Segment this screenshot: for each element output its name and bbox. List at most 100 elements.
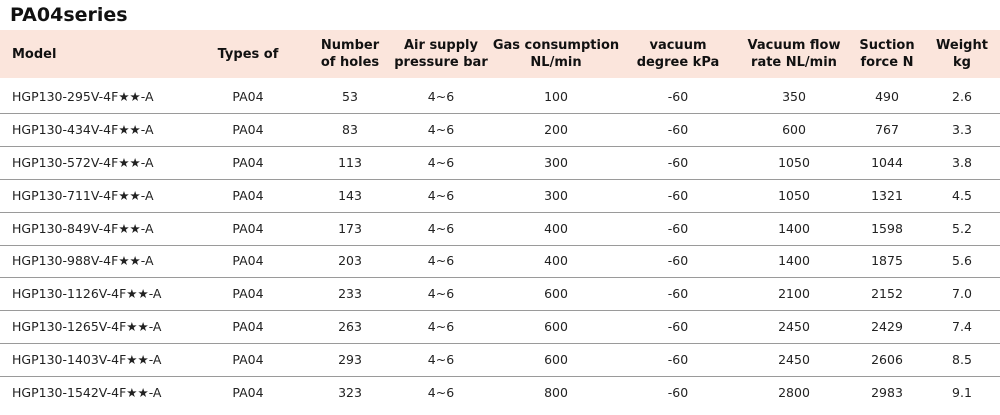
header-band: [0, 30, 1000, 78]
table-cell: PA04: [232, 286, 264, 302]
row-divider: [0, 145, 1000, 147]
table-cell: 293: [338, 352, 362, 368]
table-cell: -60: [667, 187, 689, 203]
table-cell: -60: [667, 352, 689, 368]
table-cell: 113: [338, 154, 362, 170]
table-cell: 400: [544, 253, 568, 269]
table-cell: -60: [667, 121, 689, 137]
table-cell: HGP130-988V-4F★★-A: [12, 253, 154, 269]
table-cell: PA04: [232, 121, 264, 137]
table-cell: 1050: [778, 154, 810, 170]
table-cell: HGP130-1126V-4F★★-A: [12, 286, 162, 302]
table-cell: HGP130-1542V-4F★★-A: [12, 385, 162, 401]
row-divider: [0, 211, 1000, 213]
table-cell: 2.6: [952, 88, 972, 104]
table-cell: 4~6: [427, 286, 455, 302]
table-cell: -60: [667, 319, 689, 335]
table-cell: 2450: [778, 352, 810, 368]
table-cell: -60: [667, 253, 689, 269]
header-cell: Number of holes: [320, 38, 380, 70]
table-cell: -60: [667, 286, 689, 302]
table-cell: 600: [544, 286, 568, 302]
table-cell: HGP130-434V-4F★★-A: [12, 121, 154, 137]
table-cell: 143: [338, 187, 362, 203]
table-cell: 490: [875, 88, 899, 104]
table-cell: PA04: [232, 88, 264, 104]
table-cell: 9.1: [952, 385, 972, 401]
table-cell: 200: [544, 121, 568, 137]
table-cell: -60: [667, 154, 689, 170]
table-cell: 100: [544, 88, 568, 104]
table-cell: 4~6: [427, 88, 455, 104]
table-cell: 53: [342, 88, 358, 104]
table-cell: 4~6: [427, 154, 455, 170]
table-cell: 767: [875, 121, 899, 137]
header-cell: Air supply pressure bar: [394, 38, 488, 70]
table-cell: 2983: [871, 385, 903, 401]
table-cell: PA04: [232, 187, 264, 203]
table-cell: 1598: [871, 220, 903, 236]
table-cell: 263: [338, 319, 362, 335]
table-cell: 233: [338, 286, 362, 302]
header-cell: Suction force N: [859, 38, 915, 70]
table-cell: 600: [544, 352, 568, 368]
header-cell: vacuum degree kPa: [636, 38, 720, 70]
table-cell: PA04: [232, 253, 264, 269]
table-cell: PA04: [232, 385, 264, 401]
table-cell: 4~6: [427, 253, 455, 269]
table-cell: 1050: [778, 187, 810, 203]
table-cell: 1875: [871, 253, 903, 269]
table-cell: HGP130-295V-4F★★-A: [12, 88, 154, 104]
table-cell: 800: [544, 385, 568, 401]
table-title: PA04series: [10, 4, 128, 26]
table-cell: 2152: [871, 286, 903, 302]
table-cell: -60: [667, 88, 689, 104]
table-cell: 4~6: [427, 319, 455, 335]
header-cell: Types of: [217, 46, 279, 62]
header-cell: Model: [12, 46, 57, 62]
header-cell: Weight kg: [936, 38, 988, 70]
table-cell: 203: [338, 253, 362, 269]
table-cell: PA04: [232, 352, 264, 368]
row-divider: [0, 310, 1000, 312]
table-cell: 2429: [871, 319, 903, 335]
table-cell: 83: [342, 121, 358, 137]
table-cell: 4.5: [952, 187, 972, 203]
row-divider: [0, 244, 1000, 246]
table-cell: 600: [782, 121, 806, 137]
table-cell: 3.8: [952, 154, 972, 170]
table-cell: 400: [544, 220, 568, 236]
table-cell: 1321: [871, 187, 903, 203]
row-divider: [0, 343, 1000, 345]
table-cell: PA04: [232, 220, 264, 236]
table-cell: HGP130-711V-4F★★-A: [12, 187, 154, 203]
table-cell: 2606: [871, 352, 903, 368]
table-cell: 323: [338, 385, 362, 401]
table-cell: 4~6: [427, 385, 455, 401]
table-cell: 300: [544, 187, 568, 203]
table-cell: 2800: [778, 385, 810, 401]
table-cell: 2450: [778, 319, 810, 335]
table-cell: 300: [544, 154, 568, 170]
table-cell: PA04: [232, 319, 264, 335]
table-cell: HGP130-572V-4F★★-A: [12, 154, 154, 170]
table-cell: 600: [544, 319, 568, 335]
table-cell: 4~6: [427, 220, 455, 236]
table-cell: 1400: [778, 220, 810, 236]
table-cell: 8.5: [952, 352, 972, 368]
table-cell: 5.6: [952, 253, 972, 269]
table-cell: -60: [667, 220, 689, 236]
table-cell: 4~6: [427, 121, 455, 137]
table-cell: HGP130-1265V-4F★★-A: [12, 319, 162, 335]
table-cell: 3.3: [952, 121, 972, 137]
table-cell: 4~6: [427, 187, 455, 203]
table-cell: -60: [667, 385, 689, 401]
row-divider: [0, 376, 1000, 378]
row-divider: [0, 112, 1000, 114]
table-cell: 173: [338, 220, 362, 236]
table-cell: 5.2: [952, 220, 972, 236]
table-cell: 7.0: [952, 286, 972, 302]
row-divider: [0, 277, 1000, 279]
table-cell: 1044: [871, 154, 903, 170]
